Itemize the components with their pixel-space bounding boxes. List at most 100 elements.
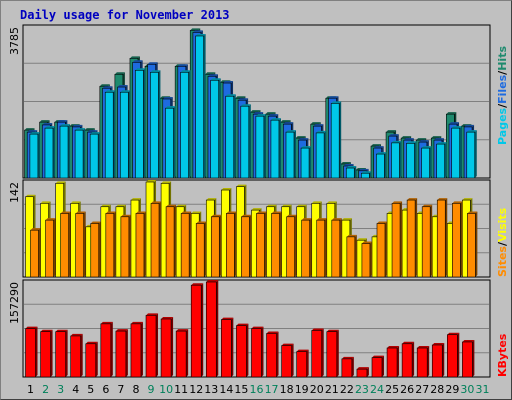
bar-side-pages-29 xyxy=(459,126,462,178)
bar-top-hits-16 xyxy=(250,110,261,113)
legend-usage-slash-1: / xyxy=(496,103,509,108)
bar-top-pages-9 xyxy=(150,70,161,73)
bar-top-kbytes-28 xyxy=(432,342,445,345)
bar-top-sites-13 xyxy=(211,214,222,217)
bar-kbytes-17 xyxy=(266,333,277,378)
legend-visitors-slash-1: / xyxy=(496,241,509,246)
bar-top-visits-11 xyxy=(176,204,187,207)
bar-top-visits-21 xyxy=(326,201,337,204)
bar-side-sites-27 xyxy=(430,204,433,277)
bar-side-kbytes-4 xyxy=(80,333,83,377)
x-tick-label-15: 15 xyxy=(234,383,248,396)
x-tick-label-8: 8 xyxy=(132,383,139,396)
bar-top-hits-6 xyxy=(99,84,110,87)
bar-top-sites-6 xyxy=(105,211,116,214)
bar-top-sites-26 xyxy=(407,198,418,201)
bar-top-pages-23 xyxy=(361,171,372,174)
x-tick-label-17: 17 xyxy=(265,383,279,396)
legend-volume-kbytes-0: KBytes xyxy=(496,333,509,377)
bar-top-sites-9 xyxy=(151,201,162,204)
bar-top-hits-12 xyxy=(190,28,201,31)
bar-kbytes-7 xyxy=(115,330,127,378)
bar-side-pages-26 xyxy=(414,141,417,178)
bar-top-kbytes-12 xyxy=(191,283,204,286)
bar-top-pages-27 xyxy=(421,146,432,149)
bar-side-kbytes-5 xyxy=(95,341,98,377)
bar-top-pages-5 xyxy=(90,132,101,135)
x-tick-label-14: 14 xyxy=(219,383,233,396)
bar-side-pages-12 xyxy=(203,33,206,178)
bar-top-kbytes-2 xyxy=(40,329,53,332)
bar-top-kbytes-10 xyxy=(161,317,174,320)
bar-side-sites-26 xyxy=(415,198,418,277)
bar-pages-22 xyxy=(345,167,355,179)
bar-kbytes-2 xyxy=(40,331,51,378)
bar-top-sites-25 xyxy=(392,201,403,204)
x-tick-label-11: 11 xyxy=(174,383,188,396)
bar-kbytes-10 xyxy=(160,318,172,378)
bar-top-files-7 xyxy=(117,85,128,88)
bar-sites-20 xyxy=(316,219,326,278)
bar-kbytes-3 xyxy=(55,331,66,378)
bar-top-pages-30 xyxy=(466,130,477,133)
bar-side-pages-30 xyxy=(474,130,477,178)
bar-sites-29 xyxy=(452,203,461,278)
bar-side-pages-9 xyxy=(158,70,161,178)
bar-top-kbytes-24 xyxy=(371,355,384,358)
bar-pages-19 xyxy=(300,147,310,179)
bar-top-visits-4 xyxy=(70,201,81,204)
bar-top-pages-24 xyxy=(376,152,387,155)
bar-kbytes-12 xyxy=(190,284,202,378)
bar-top-kbytes-27 xyxy=(417,346,430,349)
x-tick-label-9: 9 xyxy=(148,383,155,396)
bar-side-pages-21 xyxy=(339,101,342,178)
bar-kbytes-11 xyxy=(175,330,187,378)
bar-top-sites-27 xyxy=(422,204,433,207)
bar-sites-2 xyxy=(45,219,54,278)
bar-kbytes-20 xyxy=(311,330,323,378)
legend-visitors-visits-2: Visits xyxy=(496,207,509,242)
bar-top-files-2 xyxy=(42,122,53,125)
bar-pages-27 xyxy=(421,147,430,179)
legend-usage: Pages/Files/Hits xyxy=(496,46,509,145)
bar-side-sites-8 xyxy=(143,211,146,277)
bar-side-sites-25 xyxy=(400,201,403,277)
bar-sites-10 xyxy=(165,206,175,278)
bar-top-sites-17 xyxy=(271,211,282,214)
bar-top-files-30 xyxy=(464,124,475,127)
bar-top-sites-15 xyxy=(241,214,252,217)
bar-side-pages-28 xyxy=(444,142,447,178)
bar-top-pages-3 xyxy=(60,124,71,127)
bar-side-pages-20 xyxy=(324,130,327,178)
bar-side-pages-3 xyxy=(68,124,71,178)
bar-top-kbytes-15 xyxy=(236,323,249,326)
bar-top-sites-12 xyxy=(196,221,207,224)
bar-top-visits-22 xyxy=(341,218,352,221)
bar-pages-14 xyxy=(225,95,235,179)
bar-pages-17 xyxy=(270,119,280,179)
bar-side-kbytes-16 xyxy=(261,326,264,377)
bar-pages-25 xyxy=(391,142,400,179)
bar-side-pages-6 xyxy=(113,90,116,178)
bar-pages-20 xyxy=(315,132,325,179)
bar-top-kbytes-6 xyxy=(100,321,113,324)
bar-top-sites-29 xyxy=(452,201,463,204)
bar-side-pages-5 xyxy=(98,132,101,178)
bar-top-visits-19 xyxy=(296,204,307,207)
bar-top-pages-29 xyxy=(451,126,462,129)
bar-side-sites-30 xyxy=(475,211,478,277)
bar-top-files-29 xyxy=(449,122,460,125)
bar-top-sites-19 xyxy=(301,218,312,221)
bar-side-pages-15 xyxy=(248,104,251,178)
bar-pages-12 xyxy=(195,35,204,179)
bar-top-visits-9 xyxy=(146,180,157,182)
bar-sites-18 xyxy=(286,216,295,278)
bar-kbytes-23 xyxy=(356,368,368,378)
bar-pages-8 xyxy=(135,69,144,179)
bar-side-sites-1 xyxy=(38,228,41,277)
x-tick-label-20: 20 xyxy=(310,383,324,396)
bar-top-sites-16 xyxy=(256,211,267,214)
bar-sites-28 xyxy=(436,199,446,278)
bar-sites-15 xyxy=(241,216,250,278)
